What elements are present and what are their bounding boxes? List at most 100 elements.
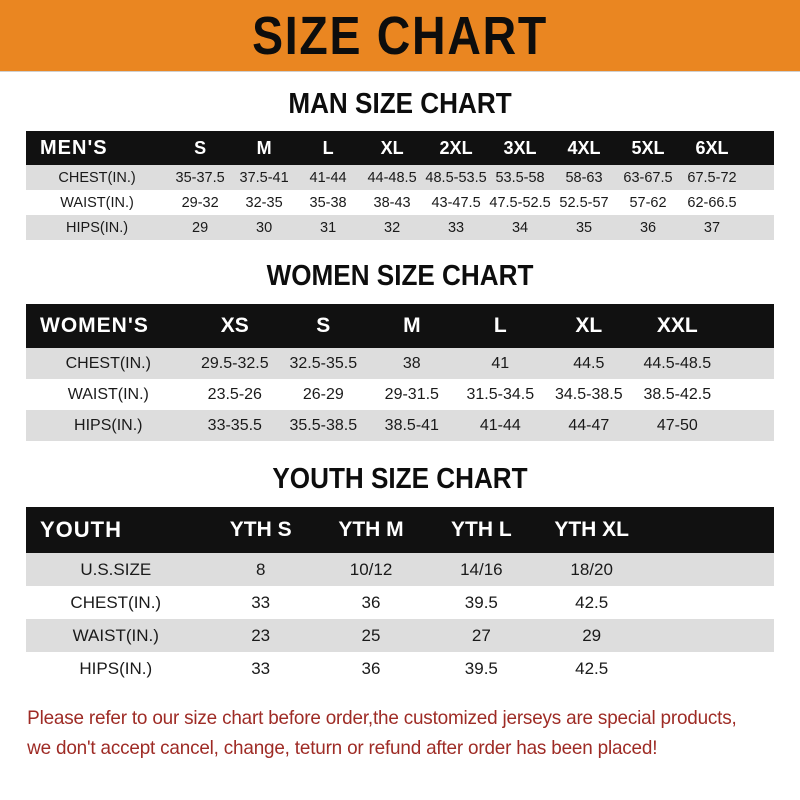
man-column-header: S	[194, 137, 207, 158]
youth-cell-filler	[646, 553, 774, 586]
women-row-label: WAIST(IN.)	[26, 379, 191, 410]
man-cell: 38-43	[360, 190, 425, 215]
man-cell: 37	[680, 215, 744, 240]
youth-table-head: YOUTH YTH S YTH M YTH L YTH XL	[26, 507, 774, 553]
man-column-header: M	[256, 137, 272, 158]
man-cell: 57-62	[616, 190, 680, 215]
man-row-label: HIPS(IN.)	[26, 215, 169, 240]
table-row: WAIST(IN.) 23 25 27 29	[26, 619, 774, 652]
women-cell-filler	[721, 410, 774, 441]
man-cell: 31	[296, 215, 361, 240]
women-column-header: L	[493, 314, 507, 337]
women-cell: 31.5-34.5	[456, 379, 545, 410]
youth-cell: 36	[315, 652, 427, 685]
youth-cell-filler	[646, 586, 774, 619]
women-cell-filler	[721, 379, 774, 410]
table-row: CHEST(IN.) 29.5-32.5 32.5-35.5 38 41 44.5 44.5…	[26, 348, 774, 379]
women-size-table: WOMEN'S XS S M L XL XXL CHEST(IN.) 29.5-32.5 32.…	[26, 304, 774, 441]
youth-size-table-wrap: YOUTH YTH S YTH M YTH L YTH XL U.S.SIZE 8 10/1…	[0, 507, 800, 685]
man-table-head: MEN'S S M L XL 2XL 3XL 4XL 5XL 6XL	[26, 131, 774, 165]
table-row: HIPS(IN.) 33 36 39.5 42.5	[26, 652, 774, 685]
youth-cell-filler	[646, 619, 774, 652]
table-row: CHEST(IN.) 33 36 39.5 42.5	[26, 586, 774, 619]
man-cell: 53.5-58	[488, 165, 553, 190]
youth-cell: 29	[536, 619, 647, 652]
women-cell: 23.5-26	[190, 379, 280, 410]
table-row: WAIST(IN.) 23.5-26 26-29 29-31.5 31.5-34.5 34…	[26, 379, 774, 410]
youth-column-header: YTH L	[451, 518, 512, 541]
notice-line-1: Please refer to our size chart before or…	[27, 707, 737, 729]
women-cell: 32.5-35.5	[279, 348, 368, 379]
youth-cell: 39.5	[426, 586, 537, 619]
women-cell: 29-31.5	[367, 379, 457, 410]
man-row-label: CHEST(IN.)	[26, 165, 169, 190]
youth-section-title: YOUTH SIZE CHART	[272, 463, 528, 495]
table-row: HIPS(IN.) 29 30 31 32 33 34 35 36 37	[26, 215, 774, 240]
women-cell-filler	[721, 348, 774, 379]
man-row-label: WAIST(IN.)	[26, 190, 169, 215]
youth-cell: 42.5	[536, 652, 647, 685]
women-cell: 38.5-41	[367, 410, 457, 441]
man-section-title: MAN SIZE CHART	[288, 88, 512, 120]
man-header-filler	[744, 131, 774, 165]
women-cell: 35.5-38.5	[279, 410, 368, 441]
youth-cell: 14/16	[426, 553, 537, 586]
youth-column-header: YTH S	[229, 518, 292, 541]
man-cell: 35	[552, 215, 617, 240]
man-cell: 48.5-53.5	[424, 165, 489, 190]
youth-row-label: HIPS(IN.)	[26, 652, 206, 685]
women-cell: 38.5-42.5	[633, 379, 722, 410]
man-cell: 63-67.5	[616, 165, 680, 190]
youth-header-filler	[647, 507, 774, 553]
youth-cell: 39.5	[426, 652, 537, 685]
women-header-filler	[722, 304, 774, 348]
man-column-header: 6XL	[695, 137, 729, 158]
man-cell: 35-38	[296, 190, 361, 215]
youth-cell: 18/20	[536, 553, 647, 586]
man-cell: 29	[168, 215, 233, 240]
women-cell: 38	[367, 348, 457, 379]
man-cell: 67.5-72	[680, 165, 744, 190]
man-column-header: 5XL	[631, 137, 665, 158]
man-cell: 32-35	[232, 190, 297, 215]
man-row-label-header: MEN'S	[40, 136, 108, 159]
man-column-header: 2XL	[439, 137, 473, 158]
youth-cell-filler	[646, 652, 774, 685]
man-cell: 62-66.5	[680, 190, 744, 215]
man-cell-filler	[743, 190, 774, 215]
man-cell: 35-37.5	[168, 165, 233, 190]
table-row: CHEST(IN.) 35-37.5 37.5-41 41-44 44-48.5 48.5…	[26, 165, 774, 190]
youth-column-header: YTH XL	[554, 518, 629, 541]
women-cell: 41	[456, 348, 545, 379]
youth-cell: 8	[205, 553, 316, 586]
man-cell: 29-32	[168, 190, 233, 215]
man-cell: 34	[488, 215, 553, 240]
women-table-head: WOMEN'S XS S M L XL XXL	[26, 304, 774, 348]
man-cell: 52.5-57	[552, 190, 617, 215]
table-row: HIPS(IN.) 33-35.5 35.5-38.5 38.5-41 41-44 44-…	[26, 410, 774, 441]
man-cell: 33	[424, 215, 489, 240]
youth-cell: 33	[205, 586, 316, 619]
man-column-header: 3XL	[503, 137, 537, 158]
women-cell: 44-47	[544, 410, 634, 441]
women-cell: 47-50	[633, 410, 722, 441]
women-column-header: S	[316, 314, 331, 337]
man-table-body: CHEST(IN.) 35-37.5 37.5-41 41-44 44-48.5 48.5…	[26, 165, 774, 240]
women-header-row: WOMEN'S XS S M L XL XXL	[26, 304, 774, 348]
women-column-header: M	[403, 314, 421, 337]
man-size-table: MEN'S S M L XL 2XL 3XL 4XL 5XL 6XL CHEST(IN.) 35-3…	[26, 131, 774, 240]
youth-cell: 23	[205, 619, 316, 652]
man-header-row: MEN'S S M L XL 2XL 3XL 4XL 5XL 6XL	[26, 131, 774, 165]
man-column-header: L	[322, 137, 334, 158]
women-cell: 34.5-38.5	[544, 379, 634, 410]
youth-table-body: U.S.SIZE 8 10/12 14/16 18/20 CHEST(IN.) 33 36 39…	[26, 553, 774, 685]
man-cell: 44-48.5	[360, 165, 425, 190]
youth-column-header: YTH M	[338, 518, 404, 541]
table-row: U.S.SIZE 8 10/12 14/16 18/20	[26, 553, 774, 586]
youth-cell: 36	[315, 586, 427, 619]
youth-cell: 10/12	[315, 553, 427, 586]
youth-cell: 42.5	[536, 586, 647, 619]
women-cell: 29.5-32.5	[190, 348, 280, 379]
women-cell: 44.5	[544, 348, 634, 379]
